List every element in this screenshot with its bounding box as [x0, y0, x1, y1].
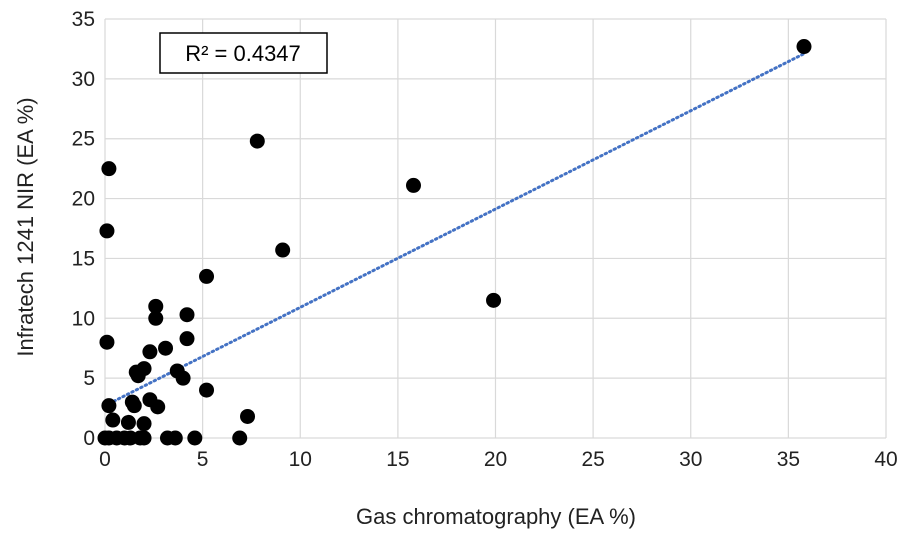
data-point	[158, 340, 174, 356]
r-squared-annotation: R² = 0.4347	[159, 32, 328, 74]
x-tick-label: 35	[777, 448, 800, 471]
data-point	[150, 399, 166, 415]
y-tick-label: 25	[72, 128, 95, 151]
trendline	[103, 52, 806, 408]
data-point	[275, 242, 291, 258]
data-point	[99, 223, 115, 239]
data-point	[232, 430, 248, 446]
y-tick-label: 0	[83, 427, 95, 450]
y-tick-label: 30	[72, 68, 95, 91]
data-point	[130, 368, 146, 384]
data-point	[101, 161, 117, 177]
data-point	[148, 298, 164, 314]
y-tick-labels: 0 5 10 15 20 25 30 35	[72, 8, 95, 450]
x-tick-label: 20	[484, 448, 507, 471]
data-point	[167, 430, 183, 446]
data-point	[136, 430, 152, 446]
x-tick-label: 0	[99, 448, 111, 471]
x-tick-label: 15	[386, 448, 409, 471]
data-point	[105, 412, 121, 428]
x-tick-label: 5	[197, 448, 209, 471]
data-point	[99, 334, 115, 350]
y-tick-label: 20	[72, 188, 95, 211]
data-point	[199, 268, 215, 284]
data-points	[97, 39, 812, 446]
x-tick-label: 10	[289, 448, 312, 471]
data-point	[148, 310, 164, 326]
data-point	[405, 177, 421, 193]
y-tick-label: 15	[72, 247, 95, 270]
data-point	[796, 39, 812, 55]
data-point	[120, 414, 136, 430]
x-tick-label: 40	[874, 448, 897, 471]
y-tick-label: 10	[72, 307, 95, 330]
trendline-group	[103, 52, 806, 408]
data-point	[179, 331, 195, 347]
data-point	[249, 133, 265, 149]
data-point	[175, 370, 191, 386]
x-axis-title: Gas chromatography (EA %)	[356, 504, 636, 529]
data-point	[179, 307, 195, 323]
r-squared-box	[159, 32, 328, 74]
grid-lines	[104, 18, 887, 439]
data-point	[136, 416, 152, 432]
x-tick-label: 30	[679, 448, 702, 471]
data-point	[240, 408, 256, 424]
y-axis-title: Infratech 1241 NIR (EA %)	[13, 97, 38, 356]
data-point	[101, 398, 117, 414]
data-point	[187, 430, 203, 446]
data-point	[142, 344, 158, 360]
data-point	[486, 292, 502, 308]
x-tick-label: 25	[581, 448, 604, 471]
data-point	[199, 382, 215, 398]
r-squared-label: R² = 0.4347	[185, 41, 301, 66]
y-tick-label: 5	[83, 367, 95, 390]
data-point	[126, 398, 142, 414]
x-tick-labels: 0 5 10 15 20 25 30 35 40	[99, 448, 898, 471]
y-tick-label: 35	[72, 8, 95, 31]
